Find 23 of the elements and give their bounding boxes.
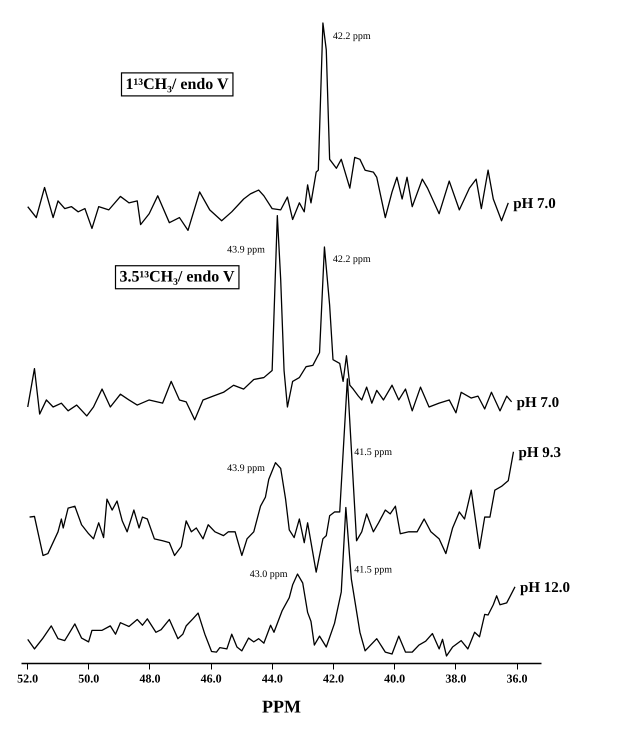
annotation: 42.2 ppm [332, 30, 371, 42]
series-label: pH 12.0 [520, 580, 570, 596]
x-tick-label: 38.0 [445, 672, 466, 686]
annotation: 41.5 ppm [354, 564, 392, 576]
series-label: pH 7.0 [516, 394, 560, 411]
x-tick-label: 36.0 [506, 672, 528, 686]
x-tick-label: 48.0 [139, 672, 160, 686]
annotation: 41.5 ppm [354, 446, 392, 458]
x-axis-title: PPM [262, 696, 301, 716]
x-tick-label: 42.0 [323, 672, 344, 686]
series-label: pH 9.3 [518, 444, 561, 461]
x-tick-label: 52.0 [17, 672, 38, 686]
series-label: pH 7.0 [513, 196, 556, 212]
x-tick-label: 46.0 [200, 672, 222, 686]
annotation: 1¹³CH₃/ endo V [126, 76, 229, 93]
x-tick-label: 44.0 [262, 672, 283, 686]
x-tick-label: 40.0 [384, 672, 406, 686]
annotation: 42.2 ppm [332, 254, 371, 266]
annotation: 43.9 ppm [227, 244, 266, 256]
x-tick-label: 50.0 [78, 672, 100, 686]
annotation: 43.0 ppm [250, 569, 288, 580]
annotation: 43.9 ppm [227, 462, 266, 474]
annotation: 3.5¹³CH₃/ endo V [120, 268, 235, 286]
